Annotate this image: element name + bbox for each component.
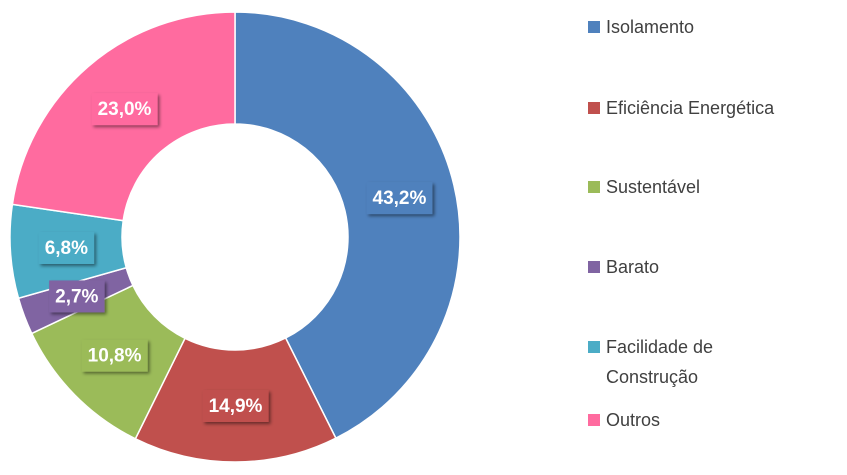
legend-swatch <box>588 21 600 33</box>
data-label-box <box>38 231 95 264</box>
data-label-text: 6,8% <box>45 238 88 259</box>
data-label: 6,8% <box>38 231 95 264</box>
data-label: 43,2% <box>366 182 433 215</box>
legend-label: Facilidade de Construção <box>606 337 714 387</box>
data-label-text: 43,2% <box>373 188 427 209</box>
legend-swatch <box>588 181 600 193</box>
legend-label: Outros <box>606 410 661 430</box>
legend-label: Barato <box>606 257 660 277</box>
slice <box>234 11 461 440</box>
legend-item: Sustentável <box>588 172 700 202</box>
legend-item: Facilidade de Construção <box>588 332 801 392</box>
data-label: 14,9% <box>202 389 269 422</box>
legend-swatch <box>588 414 600 426</box>
data-label-box <box>49 280 105 313</box>
data-label: 2,7% <box>49 280 105 313</box>
data-label-box <box>91 93 158 126</box>
legend-item: Isolamento <box>588 12 694 42</box>
legend: Isolamento Eficiência Energética Sustentáv… <box>588 0 847 475</box>
legend-item: Barato <box>588 252 659 282</box>
legend-item: Eficiência Energética <box>588 93 774 123</box>
data-label: 10,8% <box>81 339 148 372</box>
data-label-box <box>81 339 148 372</box>
data-label-text: 10,8% <box>88 346 142 367</box>
data-label-text: 14,9% <box>209 396 263 417</box>
legend-label: Isolamento <box>606 17 695 37</box>
donut: 43,2% 14,9% 10,8% 2,7% 6,8% 23,0% <box>9 11 461 463</box>
legend-swatch <box>588 102 600 114</box>
data-label: 23,0% <box>91 93 158 126</box>
data-label-text: 2,7% <box>55 286 98 307</box>
legend-swatch <box>588 341 600 353</box>
legend-label: Sustentável <box>606 177 701 197</box>
data-label-box <box>202 389 269 422</box>
legend-item: Outros <box>588 405 660 435</box>
data-label-box <box>366 182 433 215</box>
legend-swatch <box>588 261 600 273</box>
legend-label: Eficiência Energética <box>606 98 775 118</box>
data-label-text: 23,0% <box>98 99 152 120</box>
